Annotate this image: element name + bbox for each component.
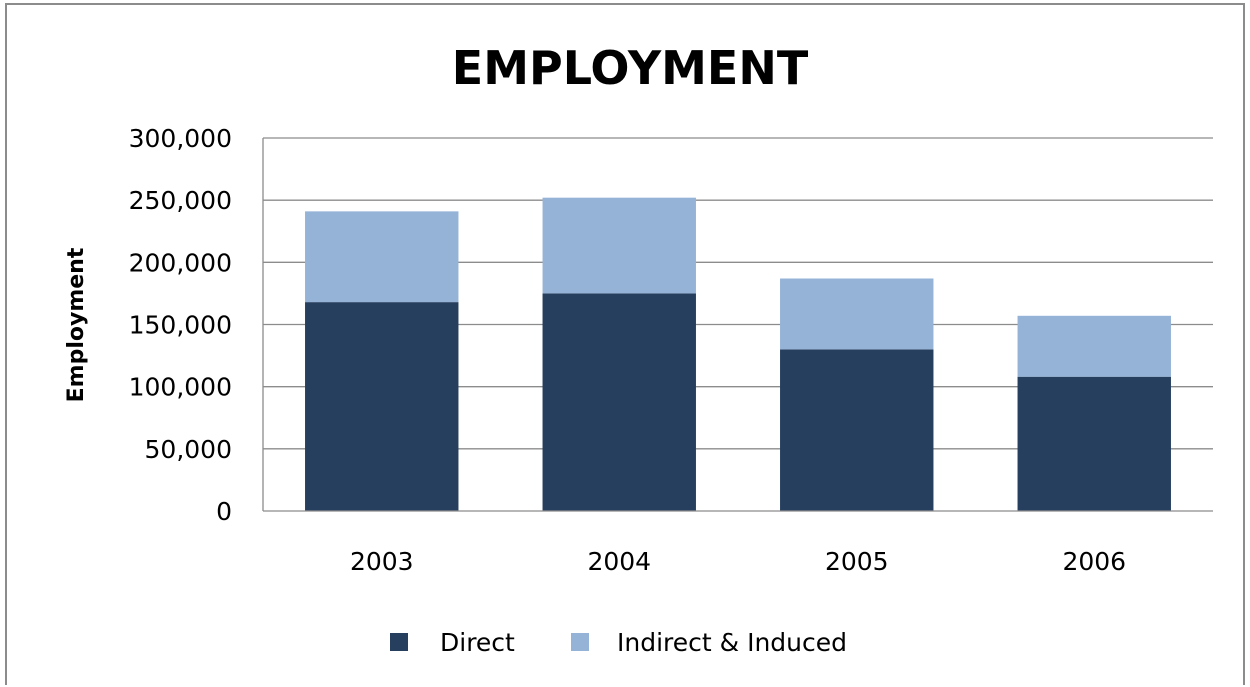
bars — [305, 197, 1171, 511]
bar-direct-2003 — [305, 302, 459, 511]
bar-indirect-induced-2004 — [542, 197, 696, 294]
y-tick-label: 150,000 — [129, 311, 232, 340]
y-tick-label: 300,000 — [129, 124, 232, 153]
x-tick-label: 2003 — [350, 547, 414, 576]
legend-swatch-indirect-induced — [571, 633, 589, 651]
y-tick-label: 200,000 — [129, 248, 232, 277]
x-tick-label: 2006 — [1062, 547, 1126, 576]
x-axis-ticks: 2003 2004 2005 2006 — [350, 547, 1126, 576]
x-tick-label: 2005 — [825, 547, 889, 576]
legend-label-indirect-induced: Indirect & Induced — [617, 628, 847, 657]
y-tick-label: 100,000 — [129, 373, 232, 402]
bar-indirect-induced-2006 — [1017, 315, 1171, 377]
bar-direct-2004 — [542, 293, 696, 511]
legend-swatch-direct — [390, 633, 408, 651]
chart-title: EMPLOYMENT — [452, 41, 809, 95]
x-tick-label: 2004 — [587, 547, 651, 576]
bar-direct-2006 — [1017, 376, 1171, 511]
y-tick-label: 50,000 — [145, 435, 232, 464]
axes — [262, 138, 1213, 512]
y-tick-label: 0 — [216, 497, 232, 526]
bar-indirect-induced-2005 — [780, 278, 934, 350]
y-axis-label: Employment — [64, 247, 89, 402]
y-tick-label: 250,000 — [129, 186, 232, 215]
legend-label-direct: Direct — [440, 628, 515, 657]
y-axis-ticks: 0 50,000 100,000 150,000 200,000 250,000 300,0… — [129, 124, 232, 526]
bar-direct-2005 — [780, 349, 934, 511]
legend: Direct Indirect & Induced — [390, 628, 847, 657]
bar-indirect-induced-2003 — [305, 211, 459, 303]
